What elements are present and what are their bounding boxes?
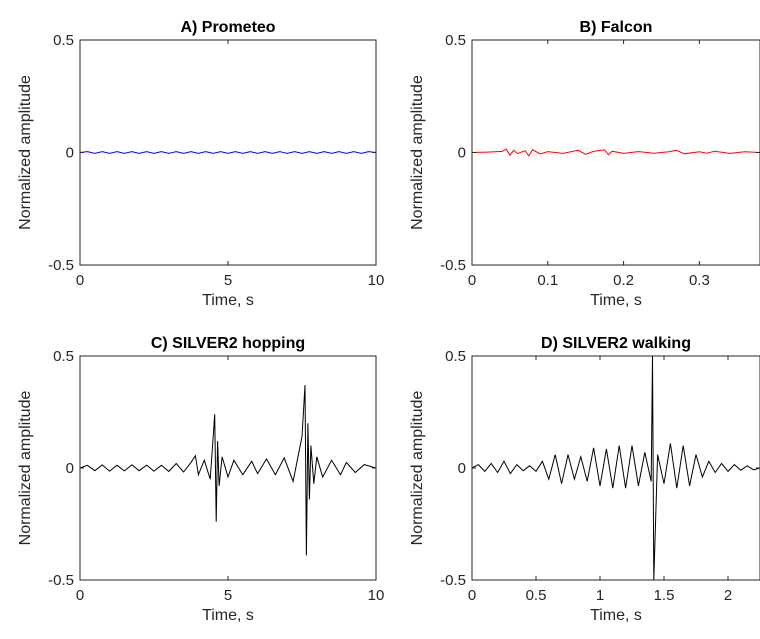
panel-c-x-axis-label: Time, s: [202, 607, 254, 624]
panel-a-title: A) Prometeo: [180, 19, 275, 36]
panel-c-plot-area: [79, 355, 377, 581]
panel-c-series-line: [80, 385, 376, 556]
panel-a-y-axis-label: Normalized amplitude: [17, 75, 34, 230]
panel-c-x-tick-label: 5: [224, 587, 232, 604]
panel-a-y-tick-label: 0: [66, 145, 74, 162]
panel-c-y-axis-label: Normalized amplitude: [17, 391, 34, 546]
panel-d-y-tick-label: 0: [458, 460, 466, 477]
panel-c-x-tick-label: 10: [368, 587, 385, 604]
panel-a-x-tick-label: 0: [76, 272, 84, 289]
panel-d-x-tick-label: 1.5: [654, 587, 675, 604]
panel-a-series-line: [80, 151, 376, 154]
panel-d-y-axis-label: Normalized amplitude: [409, 391, 426, 546]
panel-b-series-line: [472, 148, 760, 157]
panel-a-plot-area: [79, 39, 377, 266]
panel-d-y-tick-label: 0.5: [445, 348, 466, 365]
panel-d-x-tick-label: 2: [724, 587, 732, 604]
panel-b-y-axis-label: Normalized amplitude: [409, 75, 426, 230]
panel-b-x-tick-label: 0.1: [537, 272, 558, 289]
panel-c-y-tick-label: 0.5: [53, 348, 74, 365]
panel-b-plot-area: [471, 39, 760, 266]
panel-a-y-tick-label: -0.5: [48, 257, 74, 274]
panel-b-x-tick-label: 0: [468, 272, 476, 289]
panel-d-title: D) SILVER2 walking: [541, 335, 691, 352]
panel-b-y-tick-label: 0: [458, 145, 466, 162]
panel-b-x-axis-label: Time, s: [590, 292, 642, 309]
panel-d-y-tick-label: -0.5: [440, 572, 466, 589]
panel-d-x-tick-label: 0: [468, 587, 476, 604]
panel-a-x-tick-label: 5: [224, 272, 232, 289]
panel-b-y-tick-label: 0.5: [445, 32, 466, 49]
panel-b-x-tick-label: 0.3: [689, 272, 710, 289]
panel-d-x-tick-label: 1: [596, 587, 604, 604]
panel-b-title: B) Falcon: [580, 19, 653, 36]
panel-c-y-tick-label: -0.5: [48, 572, 74, 589]
panel-a-y-tick-label: 0.5: [53, 32, 74, 49]
panel-c-x-tick-label: 0: [76, 587, 84, 604]
panel-d-x-tick-label: 0.5: [526, 587, 547, 604]
panel-d: 0 0.5 1 1.5 2-0.500.5D) SILVER2 walkingTime,…: [409, 335, 760, 624]
panel-a-x-tick-label: 10: [368, 272, 385, 289]
panel-d-series-line: [472, 356, 760, 580]
panel-b-y-tick-label: -0.5: [440, 257, 466, 274]
panel-b-x-tick-label: 0.2: [613, 272, 634, 289]
panel-c-y-tick-label: 0: [66, 460, 74, 477]
panel-a-x-axis-label: Time, s: [202, 292, 254, 309]
panel-c-title: C) SILVER2 hopping: [151, 335, 305, 352]
panel-d-x-axis-label: Time, s: [590, 607, 642, 624]
